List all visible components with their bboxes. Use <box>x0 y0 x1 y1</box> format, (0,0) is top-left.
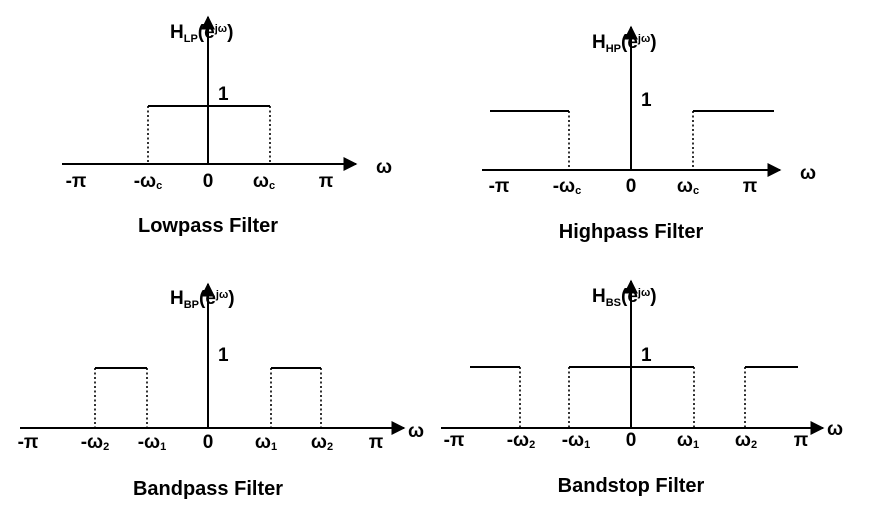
tick-label: -π <box>489 176 510 197</box>
y-label-superscript: jω <box>637 287 650 299</box>
gain-level-label: 1 <box>218 345 229 366</box>
tick-label: -ω1 <box>138 432 167 453</box>
tick-label: 0 <box>626 176 637 197</box>
tick-label: π <box>319 171 334 192</box>
tick-label: 0 <box>626 430 637 451</box>
y-label-base: H <box>170 288 184 309</box>
tick-label: ω2 <box>311 432 333 453</box>
x-axis-label: ω <box>376 157 392 178</box>
y-label-close: ) <box>227 22 233 43</box>
y-label-superscript: jω <box>215 289 228 301</box>
tick-label: ω1 <box>677 430 699 451</box>
y-label-base: H <box>170 22 184 43</box>
tick-label: -ω2 <box>507 430 536 451</box>
tick-label: ω2 <box>735 430 757 451</box>
y-label-subscript: HP <box>606 43 621 55</box>
tick-label: ω1 <box>255 432 277 453</box>
gain-level-label: 1 <box>218 84 229 105</box>
y-label-paren: (e <box>199 288 216 309</box>
y-axis-label: HHP(ejω) <box>592 32 657 55</box>
y-label-paren: (e <box>198 22 215 43</box>
lowpass-panel: HLP(ejω) ω 1 -π -ωc 0 ωc π Lowpass Filter <box>62 15 392 237</box>
tick-label: -ωc <box>553 176 582 197</box>
tick-label: 0 <box>203 171 214 192</box>
y-label-close: ) <box>650 32 656 53</box>
gain-level-label: 1 <box>641 345 652 366</box>
tick-label: π <box>369 432 384 453</box>
tick-label: -ωc <box>134 171 163 192</box>
y-axis-label: HBP(ejω) <box>170 288 235 311</box>
y-axis-label: HLP(ejω) <box>170 22 233 45</box>
y-label-subscript: BP <box>184 299 199 311</box>
tick-label: -ω2 <box>81 432 110 453</box>
y-label-base: H <box>592 32 606 53</box>
y-label-superscript: jω <box>637 33 650 45</box>
panel-title: Lowpass Filter <box>138 215 278 237</box>
y-label-close: ) <box>228 288 234 309</box>
tick-label: 0 <box>203 432 214 453</box>
y-axis-label: HBS(ejω) <box>592 286 657 309</box>
tick-label: π <box>743 176 758 197</box>
y-label-subscript: BS <box>606 297 621 309</box>
panel-title: Bandstop Filter <box>558 475 705 497</box>
y-label-subscript: LP <box>184 33 198 45</box>
y-label-paren: (e <box>621 32 638 53</box>
panel-title: Highpass Filter <box>559 221 704 243</box>
highpass-panel: HHP(ejω) ω 1 -π -ωc 0 ωc π Highpass Filter <box>482 25 816 243</box>
tick-label: π <box>794 430 809 451</box>
tick-label: -π <box>66 171 87 192</box>
y-label-base: H <box>592 286 606 307</box>
panel-title: Bandpass Filter <box>133 478 283 500</box>
gain-level-label: 1 <box>641 90 652 111</box>
y-label-superscript: jω <box>214 23 227 35</box>
x-axis-label: ω <box>800 163 816 184</box>
y-label-close: ) <box>650 286 656 307</box>
tick-label: ωc <box>677 176 699 197</box>
tick-label: ωc <box>253 171 275 192</box>
y-label-paren: (e <box>621 286 638 307</box>
x-axis-label: ω <box>408 421 424 442</box>
tick-label: -π <box>444 430 465 451</box>
tick-label: -ω1 <box>562 430 591 451</box>
x-axis-label: ω <box>827 419 843 440</box>
tick-label: -π <box>18 432 39 453</box>
